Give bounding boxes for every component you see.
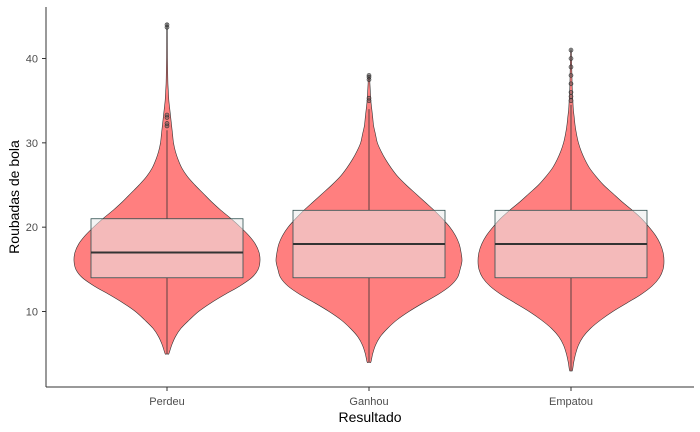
outlier-point [568,56,574,61]
y-axis-ticks: 10 20 30 40 [26,54,46,319]
outlier-point [568,89,574,95]
outlier-point [568,98,574,103]
x-axis-title: Resultado [338,409,401,425]
outlier-point [164,112,170,118]
x-tick-label: Perdeu [149,396,184,408]
outlier-point [366,95,372,101]
x-axis-ticks: Perdeu Ganhou Empatou [149,387,593,408]
violin-group-perdeu [73,22,261,355]
outlier-point [366,73,372,78]
box-iqr [90,218,244,279]
y-tick-label: 10 [26,307,38,319]
x-tick-label: Ganhou [349,396,388,408]
y-tick-label: 20 [26,222,38,234]
plot-area [73,22,665,372]
outlier-point [366,74,372,80]
outlier-point [568,64,574,70]
outlier-point [164,121,170,126]
violin-group-empatou [477,47,665,372]
outlier-point [568,47,574,53]
outlier-point [568,73,574,78]
outlier-point [164,22,170,28]
outlier-point [568,81,574,87]
outlier-point [568,94,574,99]
x-tick-label: Empatou [549,396,593,408]
violin-group-ganhou [275,73,463,364]
y-tick-label: 40 [26,54,38,66]
y-tick-label: 30 [26,138,38,150]
y-axis-title: Roubadas de bola [6,140,22,254]
